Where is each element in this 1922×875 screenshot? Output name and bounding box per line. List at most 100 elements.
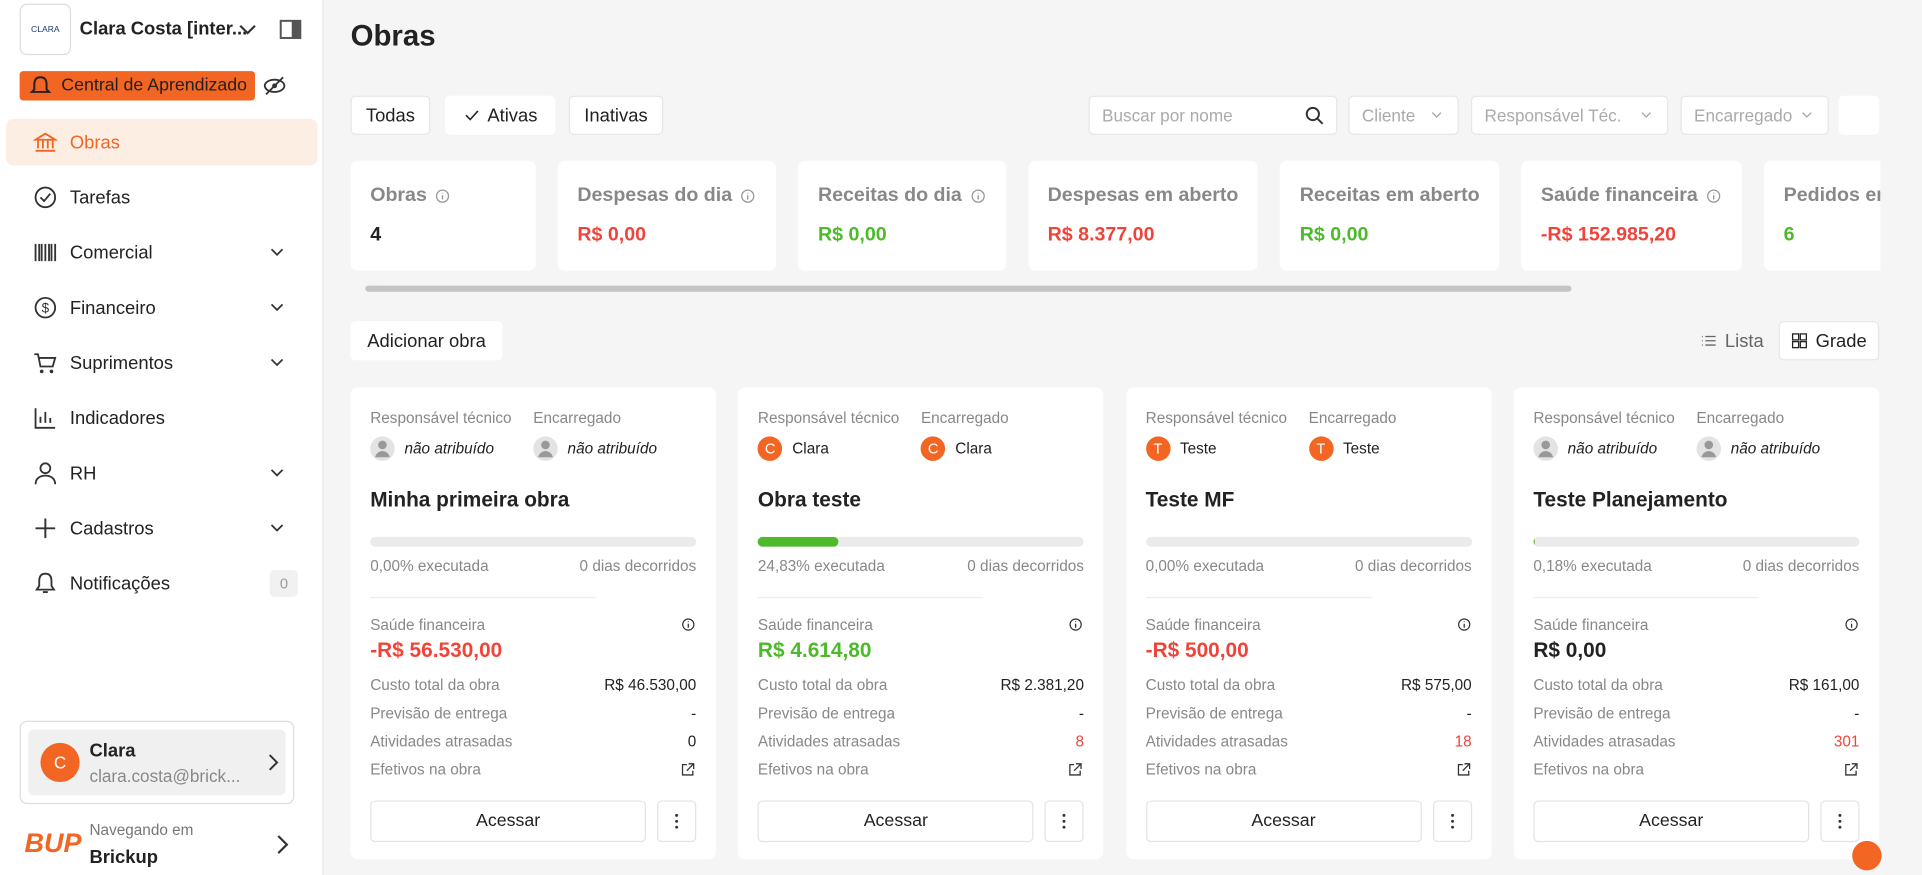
menu-item[interactable]: Suprimentos (6, 340, 317, 387)
learning-button[interactable]: Central de Aprendizado (19, 71, 255, 101)
tab-label: Ativas (487, 104, 538, 126)
external-link (679, 761, 696, 778)
menu-label: Cadastros (69, 517, 154, 539)
info-icon (1456, 617, 1472, 634)
learning-label: Central de Aprendizado (61, 75, 248, 96)
menu-icon (34, 186, 57, 209)
access-button[interactable]: Acessar (757, 800, 1034, 843)
more-button[interactable] (657, 800, 697, 843)
view-icon (1791, 332, 1808, 349)
info-label: Custo total da obra (1145, 676, 1276, 694)
user-box[interactable]: C Clara clara.costa@brick... (19, 720, 295, 805)
filter-select[interactable]: Encarregado (1680, 95, 1829, 135)
more-button[interactable] (1820, 800, 1860, 843)
tab[interactable]: Inativas (568, 95, 664, 135)
progress-label: 0,00% executada (1145, 557, 1265, 575)
actions: Acessar (757, 800, 1084, 843)
person-name: Clara (792, 440, 829, 458)
summary-card: Despesas em aberto R$ 8.377,00 (1028, 160, 1259, 271)
person-avatar (1533, 436, 1558, 461)
person-row: T Teste (1308, 436, 1472, 461)
person-role: Encarregado (533, 409, 621, 427)
view-toggle[interactable]: Lista (1694, 321, 1770, 360)
info-row: Efetivos na obra (370, 755, 696, 783)
health-value: R$ 0,00 (1533, 638, 1607, 662)
summary-card: Despesas do dia R$ 0,00 (557, 160, 777, 271)
divider (757, 596, 984, 599)
person-avatar (370, 436, 395, 461)
org-name[interactable]: Clara Costa [inter... (79, 18, 248, 40)
chevron (1638, 107, 1655, 124)
expand-icon (270, 469, 284, 477)
menu-label: Comercial (69, 242, 153, 263)
menu-icon (35, 518, 56, 539)
info-label: Custo total da obra (757, 676, 888, 694)
collapse-icon[interactable] (279, 18, 302, 40)
scrollbar[interactable] (351, 283, 1881, 293)
person: Encarregado T Teste (1308, 409, 1472, 461)
menu-icon (33, 461, 70, 486)
view-toggle[interactable]: Grade (1778, 321, 1880, 361)
more-button[interactable] (1044, 800, 1084, 843)
info-label: Atividades atrasadas (370, 732, 513, 750)
info-label: Efetivos na obra (1533, 760, 1645, 778)
user-avatar: C (40, 742, 80, 783)
menu-item[interactable]: RH (6, 450, 317, 497)
check-icon (464, 110, 478, 121)
tab[interactable]: Ativas (444, 95, 556, 135)
info-row: Efetivos na obra (1146, 755, 1472, 783)
access-button[interactable]: Acessar (1145, 800, 1422, 843)
menu-item[interactable]: Obras (6, 118, 318, 166)
expand-icon (266, 462, 300, 484)
help-button[interactable] (1852, 840, 1882, 871)
menu-item[interactable]: Tarefas (6, 174, 317, 221)
progress-label: 0,18% executada (1533, 557, 1652, 575)
info-value: - (1078, 704, 1084, 722)
person-avatar: T (1308, 436, 1334, 461)
access-button[interactable]: Acessar (370, 800, 646, 843)
search-button[interactable] (1838, 95, 1880, 135)
arrow (268, 754, 279, 771)
filter-select[interactable]: Cliente (1348, 95, 1459, 135)
summary-card: Receitas do dia R$ 0,00 (798, 160, 1006, 271)
health-value: -R$ 500,00 (1145, 638, 1249, 662)
add-button[interactable]: Adicionar obra (350, 321, 503, 361)
menu-item[interactable]: $ Financeiro (6, 284, 317, 331)
search-input[interactable]: Buscar por nome (1088, 95, 1338, 135)
people: Responsável técnico C Clara Encarregado C Cla… (757, 409, 1084, 461)
menu-item[interactable]: Indicadores (6, 395, 317, 442)
menu-icon: $ (33, 295, 70, 320)
info-icon (971, 189, 985, 203)
access-button[interactable]: Acessar (1533, 800, 1810, 843)
person-row: não atribuído (533, 436, 696, 461)
view-icon (1700, 332, 1717, 349)
info-label: Efetivos na obra (757, 760, 869, 778)
info-row: Atividades atrasadas 301 (1533, 727, 1859, 755)
person-role: Encarregado (1696, 409, 1785, 427)
chevron[interactable] (238, 20, 258, 40)
filter-select[interactable]: Responsável Téc. (1470, 95, 1669, 135)
summary-label: Receitas em aberto (1300, 185, 1480, 207)
person-avatar (533, 436, 558, 461)
more-button[interactable] (1432, 800, 1472, 843)
summary-label-text: Despesas do dia (577, 185, 733, 206)
nav-arrow[interactable] (270, 832, 295, 857)
hide-icon[interactable] (262, 75, 287, 97)
menu-item[interactable]: Cadastros (6, 505, 317, 552)
info-icon (434, 188, 451, 205)
tab-label: Todas (365, 104, 415, 126)
info-row: Previsão de entrega - (1146, 699, 1472, 727)
menu-item[interactable]: Notificações 0 (6, 560, 317, 607)
person-avatar (533, 436, 558, 461)
summary-label-text: Despesas em aberto (1047, 185, 1239, 206)
info-row: Previsão de entrega - (1533, 699, 1859, 727)
menu-item[interactable]: Comercial (6, 229, 317, 276)
health-row: Saúde financeira (758, 617, 1084, 634)
person-avatar (370, 436, 395, 461)
tab[interactable]: Todas (350, 95, 431, 135)
info-label: Custo total da obra (1533, 676, 1663, 694)
info-value: R$ 46.530,00 (604, 676, 697, 694)
person-role: Responsável técnico (370, 409, 512, 427)
dots-icon (1830, 811, 1850, 831)
project-card: Responsável técnico C Clara Encarregado C Cla… (738, 387, 1104, 860)
